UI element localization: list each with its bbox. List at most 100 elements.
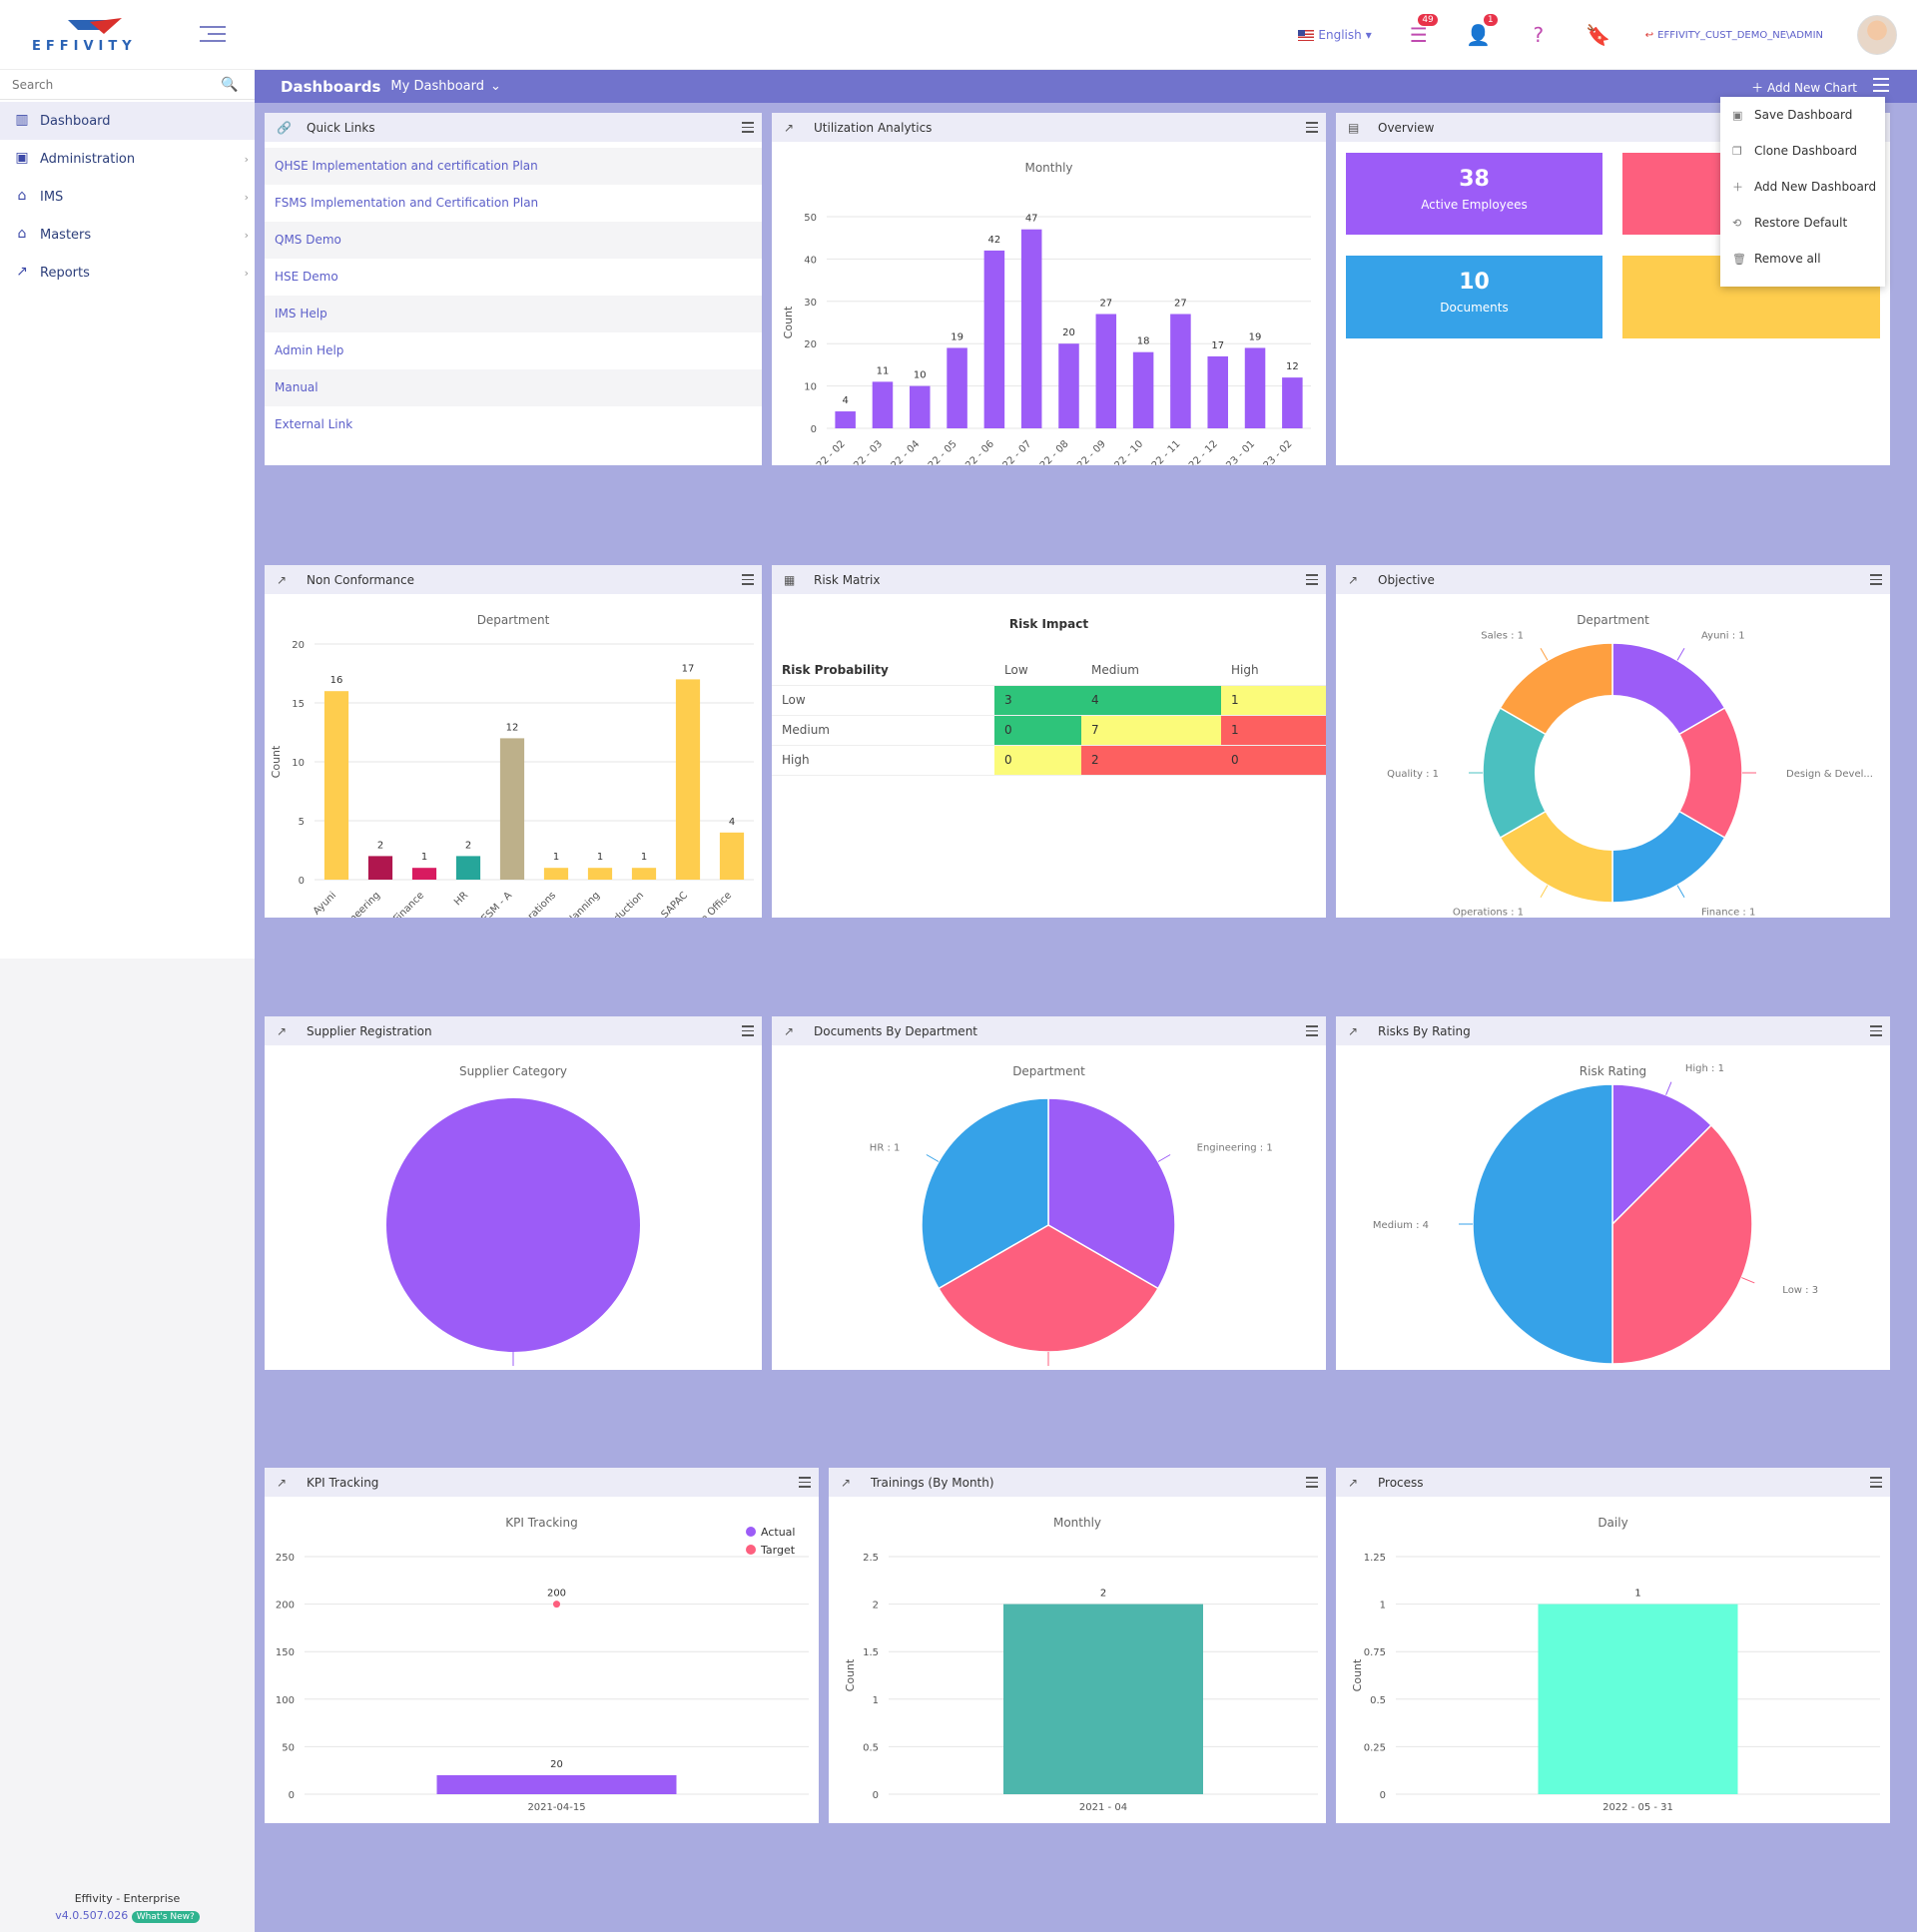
- dashboard-header: Dashboards My Dashboard ⌄ ＋ Add New Char…: [255, 70, 1917, 103]
- users-badge: 1: [1483, 14, 1498, 26]
- restore-default-item[interactable]: ⟲ Restore Default: [1720, 205, 1885, 241]
- panel-menu-icon[interactable]: [1306, 1477, 1318, 1491]
- dashboard-selector[interactable]: My Dashboard: [390, 79, 484, 94]
- y-tick-label: 0: [811, 424, 817, 435]
- y-axis-label: Count: [270, 745, 283, 778]
- panel-menu-icon[interactable]: [1870, 574, 1882, 588]
- link-icon: 🔗: [277, 120, 292, 135]
- y-tick-label: 10: [292, 758, 305, 769]
- active-employees-card[interactable]: 38 Active Employees: [1346, 153, 1602, 235]
- quick-link[interactable]: HSE Demo: [275, 270, 338, 284]
- x-tick-label: 2022 - 07: [991, 438, 1033, 465]
- panel-menu-icon[interactable]: [742, 574, 754, 588]
- matrix-cell[interactable]: 0: [994, 715, 1081, 746]
- quick-link[interactable]: External Link: [275, 417, 353, 431]
- sidebar-item-reports[interactable]: ↗ Reports ›: [0, 254, 255, 292]
- chevron-right-icon: ›: [244, 190, 249, 204]
- search-icon[interactable]: 🔍: [221, 76, 239, 93]
- top-bar: EFFIVITY English ▾ ☰ 49 👤 1 ? 🔖 ↩ EFFIVITY…: [0, 0, 1917, 70]
- card-value: 10: [1459, 270, 1490, 295]
- sidebar-footer: Effivity - Enterprise v4.0.507.026 What'…: [0, 1892, 255, 1923]
- matrix-cell[interactable]: 0: [1221, 745, 1326, 776]
- clone-dashboard-item[interactable]: ❐ Clone Dashboard: [1720, 133, 1885, 169]
- user-menu[interactable]: ↩ EFFIVITY_CUST_DEMO_NE\ADMIN: [1645, 30, 1823, 41]
- documents-card[interactable]: 10 Documents: [1346, 256, 1602, 338]
- save-dashboard-item[interactable]: ▣ Save Dashboard: [1720, 97, 1885, 133]
- language-label: English: [1318, 28, 1362, 42]
- sidebar-item-label: Administration: [40, 151, 136, 167]
- trainings-panel: ↗ Trainings (By Month) Monthly 0 0.5 1 1.5 2 2.…: [829, 1468, 1326, 1823]
- quick-link[interactable]: Manual: [265, 369, 762, 406]
- chart-title: Department: [1012, 1064, 1085, 1078]
- chart-title: Risk Rating: [1580, 1064, 1646, 1078]
- panel-menu-icon[interactable]: [1306, 122, 1318, 136]
- sidebar-item-dashboard[interactable]: ▥ Dashboard: [0, 102, 255, 140]
- bar: [1020, 229, 1042, 428]
- matrix-cell[interactable]: 1: [1221, 715, 1326, 746]
- users-icon[interactable]: 👤 1: [1466, 14, 1498, 48]
- language-selector[interactable]: English ▾: [1298, 28, 1372, 42]
- panel-menu-icon[interactable]: [1306, 574, 1318, 588]
- avatar[interactable]: [1857, 15, 1897, 55]
- data-label: 10: [914, 370, 927, 381]
- help-icon[interactable]: ?: [1533, 23, 1545, 47]
- bar: [1282, 377, 1303, 428]
- quick-link[interactable]: QMS Demo: [265, 222, 762, 259]
- x-tick-label: 2021-04-15: [527, 1802, 585, 1813]
- quick-link[interactable]: Admin Help: [275, 343, 344, 357]
- panel-menu-icon[interactable]: [799, 1477, 811, 1491]
- process-panel: ↗ Process Daily 0 0.25 0.5 0.75 1 1.25 Count 2022…: [1336, 1468, 1890, 1823]
- matrix-cell[interactable]: 0: [994, 745, 1081, 776]
- matrix-cell[interactable]: 3: [994, 685, 1081, 716]
- remove-all-item[interactable]: 🗑 Remove all: [1720, 241, 1885, 277]
- data-label: 4: [729, 817, 735, 828]
- quick-link[interactable]: FSMS Implementation and Certification Pl…: [275, 196, 539, 210]
- matrix-cell[interactable]: 7: [1081, 715, 1221, 746]
- matrix-cell[interactable]: 4: [1081, 685, 1221, 716]
- leader-line: [1676, 648, 1685, 661]
- quick-link[interactable]: IMS Help: [265, 296, 762, 332]
- data-label: 17: [682, 663, 695, 674]
- quick-link[interactable]: QHSE Implementation and certification Pl…: [265, 148, 762, 185]
- dashboard-dropdown-menu: ▣ Save Dashboard ❐ Clone Dashboard ＋ Add Ne…: [1720, 97, 1885, 287]
- slice-label: Engineering : 1: [1197, 1143, 1273, 1154]
- panel-menu-icon[interactable]: [742, 122, 754, 136]
- tasks-icon[interactable]: ☰ 49: [1406, 14, 1438, 48]
- y-tick-label: 0: [873, 1790, 879, 1801]
- leader-line: [1665, 1081, 1672, 1095]
- matrix-cell[interactable]: 2: [1081, 745, 1221, 776]
- data-label: 19: [1249, 331, 1262, 342]
- slice-label: Quality : 1: [1387, 769, 1439, 780]
- chart-line-icon: ↗: [784, 1023, 795, 1038]
- tasks-badge: 49: [1418, 14, 1438, 26]
- menu-item-label: Restore Default: [1754, 216, 1848, 230]
- whats-new-badge[interactable]: What's New?: [131, 1911, 200, 1923]
- search-input[interactable]: [0, 70, 210, 99]
- chart-title: Daily: [1598, 1516, 1627, 1530]
- panel-menu-icon[interactable]: [742, 1025, 754, 1039]
- x-tick-label: NESM - A: [474, 890, 514, 918]
- add-dashboard-item[interactable]: ＋ Add New Dashboard: [1720, 169, 1885, 205]
- matrix-cell[interactable]: 1: [1221, 685, 1326, 716]
- bar: [411, 868, 437, 880]
- sidebar-item-masters[interactable]: ⌂ Masters ›: [0, 216, 255, 254]
- add-new-chart-button[interactable]: ＋ Add New Chart: [1751, 81, 1857, 95]
- x-tick-label: Ayuni: [312, 890, 338, 917]
- menu-item-label: Save Dashboard: [1754, 108, 1853, 122]
- column-header: Medium: [1081, 655, 1221, 686]
- effivity-logo[interactable]: EFFIVITY: [30, 16, 160, 56]
- panel-menu-icon[interactable]: [1870, 1477, 1882, 1491]
- sidebar-item-ims[interactable]: ⌂ IMS ›: [0, 178, 255, 216]
- bookmark-icon[interactable]: 🔖: [1586, 23, 1611, 47]
- panel-menu-icon[interactable]: [1870, 1025, 1882, 1039]
- data-label: 16: [330, 675, 343, 686]
- sidebar-item-administration[interactable]: ▣ Administration ›: [0, 140, 255, 178]
- save-icon: ▣: [1732, 108, 1743, 122]
- card-label: Documents: [1440, 301, 1509, 315]
- panel-menu-icon[interactable]: [1306, 1025, 1318, 1039]
- y-tick-label: 0: [299, 876, 305, 887]
- restore-icon: ⟲: [1732, 216, 1742, 230]
- menu-toggle-icon[interactable]: [200, 26, 226, 44]
- dashboard-menu-icon[interactable]: [1873, 78, 1889, 96]
- x-tick-label: Engineering: [332, 890, 382, 918]
